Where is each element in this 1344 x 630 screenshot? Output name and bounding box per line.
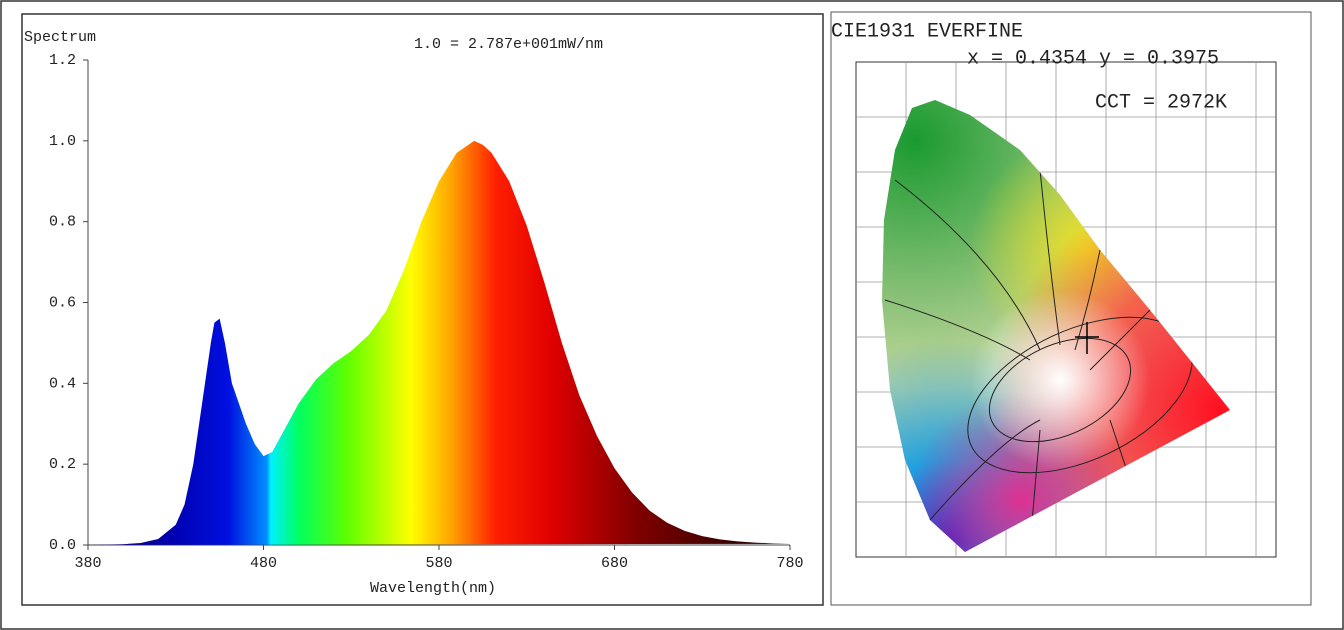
spectrum-area: [88, 140, 790, 546]
y-axis-label: Spectrum: [24, 29, 96, 46]
spectrum-frame: [21, 13, 824, 606]
x-tick-label: 380: [74, 555, 101, 572]
y-tick-label: 0.6: [49, 294, 76, 311]
annotation: 1.0 = 2.787e+001mW/nm: [414, 36, 603, 53]
x-tick-label: 780: [776, 555, 803, 572]
x-tick-label: 680: [601, 555, 628, 572]
y-tick-label: 1.0: [49, 133, 76, 150]
y-tick-label: 0.0: [49, 537, 76, 554]
x-axis-label: Wavelength(nm): [370, 580, 496, 597]
y-tick-label: 0.4: [49, 375, 76, 392]
cie-marker: [1075, 322, 1099, 354]
cie-coordinates: x = 0.4354 y = 0.3975: [967, 47, 1219, 70]
cie-plot-frame: [855, 61, 1277, 558]
cie-title: CIE1931 EVERFINE: [831, 20, 1023, 43]
x-tick-label: 580: [425, 555, 452, 572]
cie-panel: CIE1931 EVERFINE x = 0.4354 y = 0.3975 C…: [830, 11, 1312, 606]
x-tick-label: 480: [250, 555, 277, 572]
cct: CCT = 2972K: [1095, 91, 1227, 114]
y-tick-label: 0.8: [49, 214, 76, 231]
y-tick-label: 0.2: [49, 456, 76, 473]
y-tick-label: 1.2: [49, 52, 76, 69]
